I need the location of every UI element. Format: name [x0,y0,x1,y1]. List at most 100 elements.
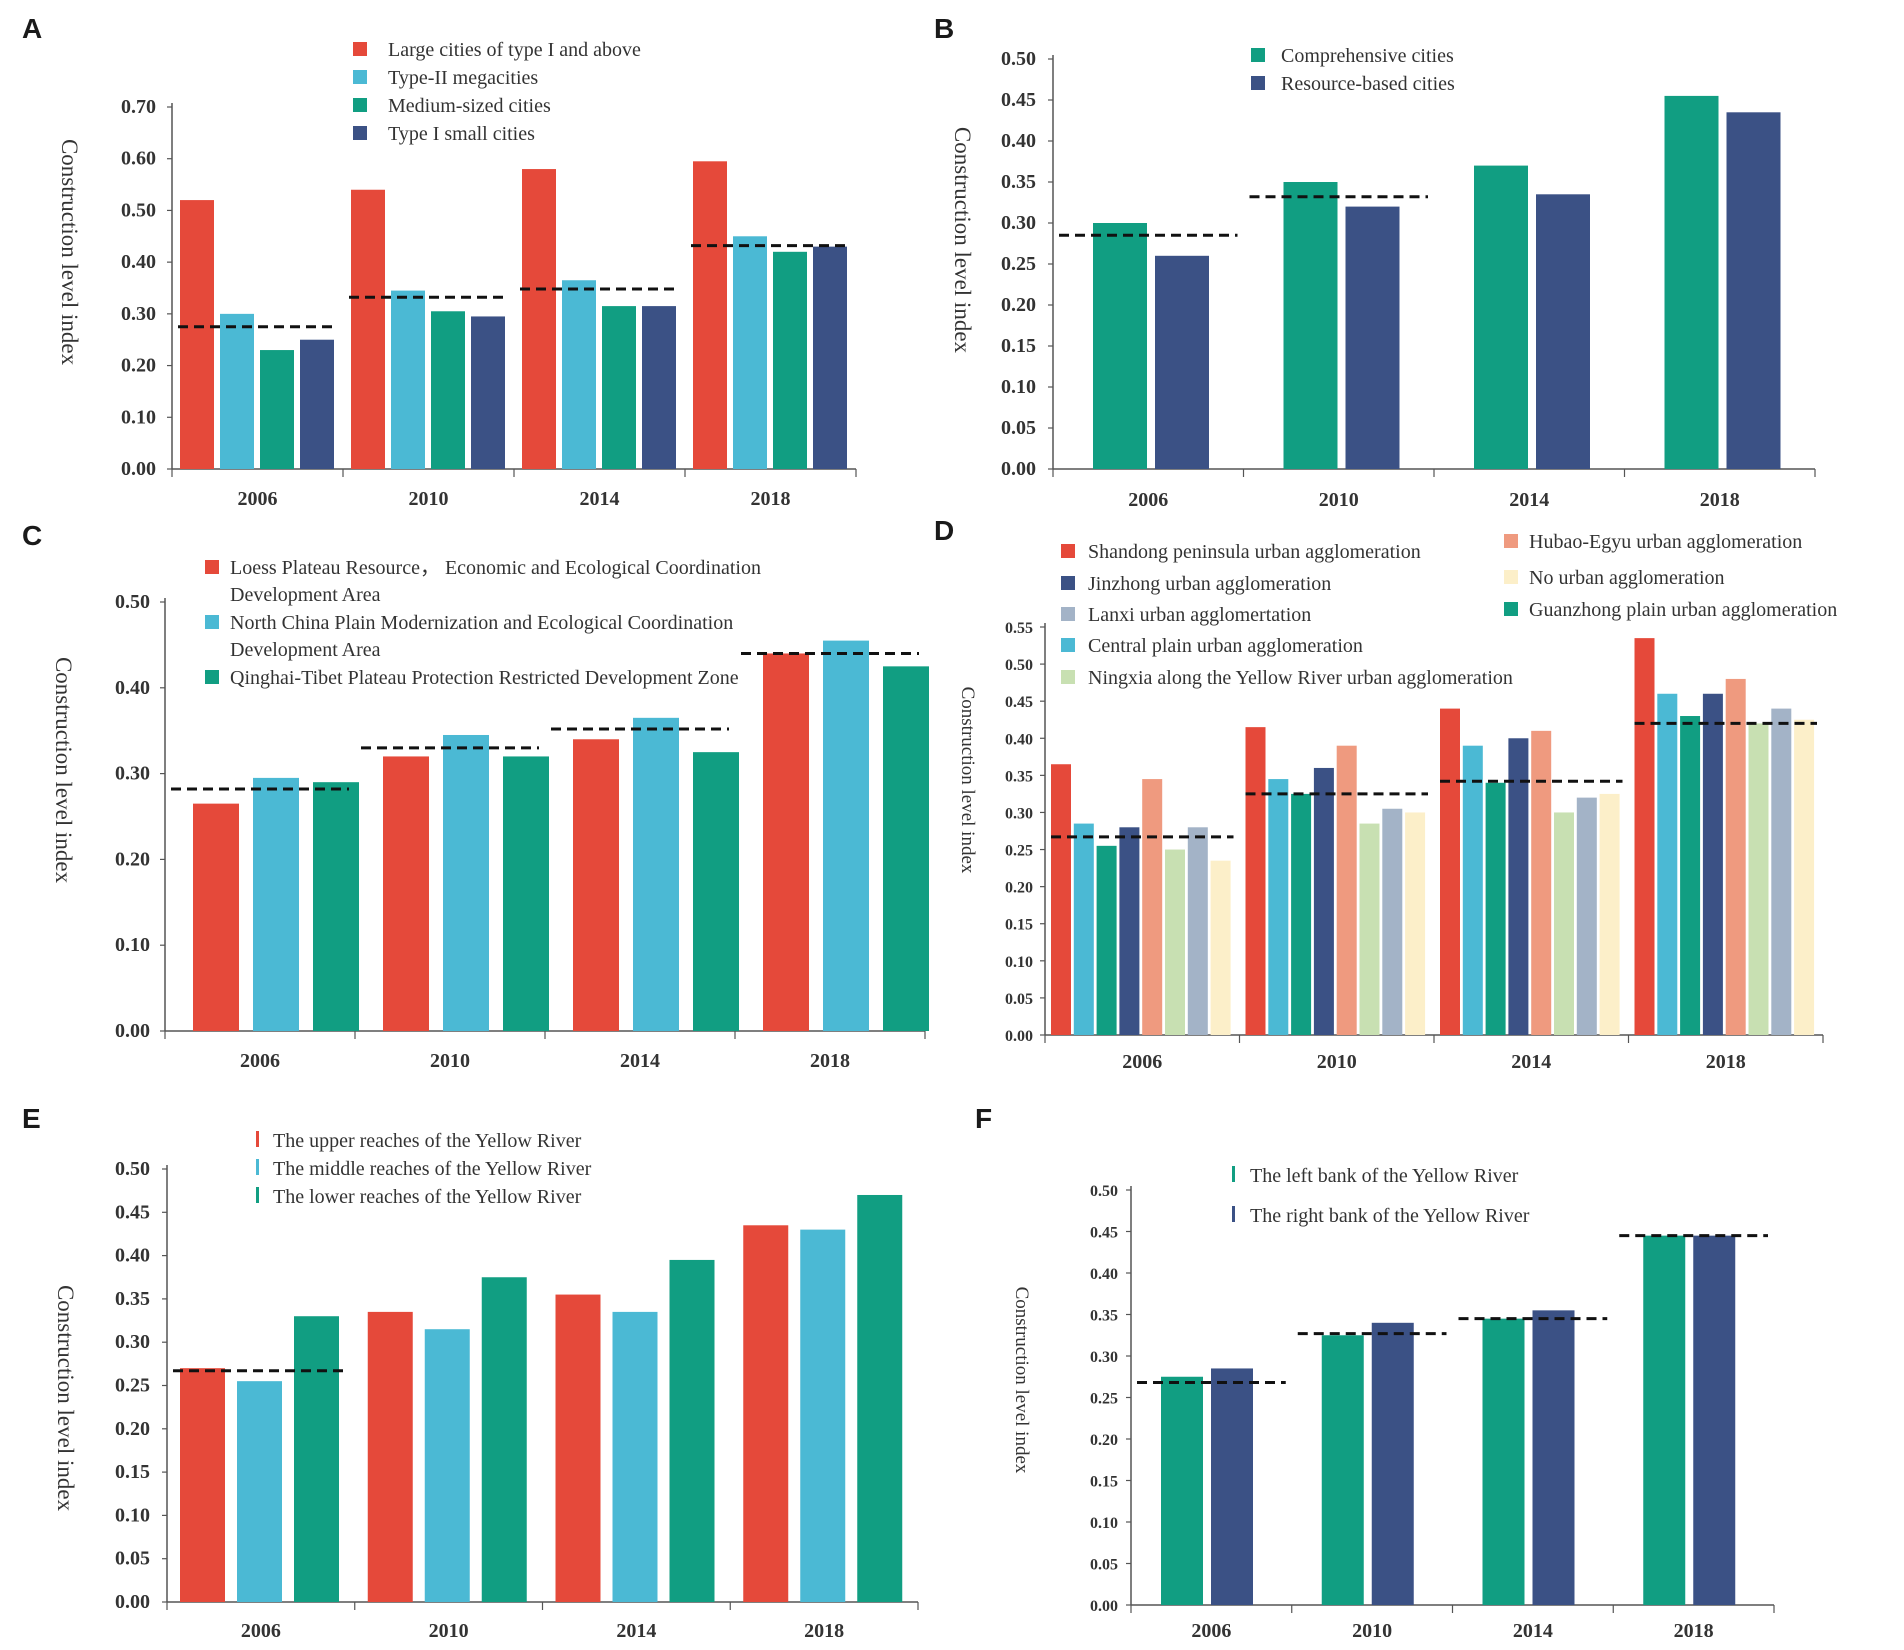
y-tick-label: 0.35 [1090,1308,1118,1325]
legend-swatch [1504,602,1518,616]
legend-swatch [256,1131,259,1147]
legend-swatch [205,615,219,629]
bar-a-2006-2 [220,313,254,469]
bar-d-2010-1 [1245,727,1266,1035]
panel-label: D [934,515,954,546]
y-tick-label: 0.45 [115,1201,150,1223]
y-tick-label: 0.30 [115,1331,150,1353]
bar-d-2010-2 [1268,779,1289,1035]
bar-d-2014-7 [1576,797,1597,1035]
bar-f-2006-2 [1211,1368,1253,1605]
y-tick-label: 0.30 [1090,1349,1118,1366]
x-tick-label: 2006 [1128,489,1168,511]
y-tick-label: 0.35 [1005,768,1033,785]
bar-e-2010-3 [481,1277,527,1602]
bar-a-2014-2 [562,280,596,469]
bar-c-2018-1 [763,653,809,1031]
y-axis-label: Construction level index [51,657,76,884]
x-tick-label: 2010 [1317,1051,1357,1073]
y-tick-label: 0.40 [121,251,156,273]
x-tick-label: 2018 [1706,1051,1746,1073]
y-tick-label: 0.05 [1005,991,1033,1008]
legend-label: Medium-sized cities [388,95,551,117]
legend-label: The upper reaches of the Yellow River [273,1130,582,1152]
bar-b-2014-1 [1474,165,1528,469]
bar-b-2010-1 [1283,182,1338,469]
bar-b-2006-2 [1155,255,1209,469]
y-axis-label: Construction level index [950,127,975,354]
y-tick-label: 0.20 [115,1418,150,1440]
bar-a-2006-4 [300,339,334,469]
bar-e-2006-2 [237,1381,282,1602]
bar-f-2014-2 [1532,1310,1575,1605]
y-tick-label: 0.05 [115,1548,150,1570]
bar-a-2018-3 [773,251,807,469]
bar-d-2014-3 [1485,782,1506,1035]
legend-swatch [1061,576,1075,590]
bar-d-2006-1 [1051,764,1071,1035]
y-tick-label: 0.00 [1001,458,1036,480]
x-tick-label: 2014 [620,1050,660,1072]
legend-label: Ningxia along the Yellow River urban agg… [1088,667,1513,689]
y-tick-label: 0.15 [1001,335,1036,357]
bar-c-2018-3 [883,666,929,1031]
legend-swatch [256,1159,259,1175]
bar-d-2018-6 [1748,723,1769,1035]
panel-b: B 0.00 0.05 0.10 0.15 0.20 0.25 0.30 0.35 0.40 0.4… [934,13,1816,511]
y-axis-label: Construction level index [957,687,978,874]
y-tick-label: 0.10 [1090,1515,1118,1532]
x-tick-label: 2006 [238,488,278,510]
panel-f: F 0.00 0.05 0.10 0.15 0.20 0.25 0.30 0.35 0.40 0.4… [975,1103,1775,1642]
bar-c-2018-2 [823,640,869,1031]
y-tick-label: 0.40 [115,1245,150,1267]
bar-e-2014-2 [612,1311,658,1602]
bar-d-2014-1 [1440,708,1460,1035]
bar-c-2010-2 [443,734,489,1031]
y-axis-label: Construction level index [1011,1287,1032,1474]
bar-a-2014-1 [522,169,556,470]
bar-e-2010-1 [367,1311,413,1602]
y-tick-label: 0.70 [121,96,156,118]
bar-d-2006-4 [1119,827,1140,1035]
y-tick-label: 0.50 [115,591,150,613]
y-tick-label: 0.05 [1090,1557,1118,1574]
legend: Large cities of type I and above Type-II … [353,39,641,145]
bar-f-2006-1 [1161,1376,1203,1605]
legend-swatch [353,126,367,140]
y-tick-label: 0.40 [115,677,150,699]
legend-label: Qinghai-Tibet Plateau Protection Restric… [230,667,739,689]
bar-e-2010-2 [424,1329,470,1602]
panel-label: F [975,1103,992,1134]
bar-d-2010-8 [1405,812,1426,1035]
bar-d-2014-4 [1508,738,1529,1035]
bar-c-2006-1 [193,803,239,1031]
legend-swatch [1504,534,1518,548]
legend-swatch [1504,570,1518,584]
y-tick-label: 0.45 [1090,1225,1118,1242]
y-tick-label: 0.50 [115,1158,150,1180]
bar-e-2018-1 [743,1225,789,1602]
legend-label: Type I small cities [388,123,535,145]
bar-d-2018-8 [1794,719,1815,1035]
bar-e-2018-2 [800,1229,846,1602]
bar-d-2018-2 [1657,693,1678,1035]
bar-a-2010-4 [471,316,505,469]
bar-b-2018-1 [1664,95,1719,470]
legend-swatch [1251,76,1265,90]
panel-label: B [934,13,954,44]
bar-c-2006-3 [313,782,359,1031]
x-tick-label: 2018 [1674,1620,1714,1642]
y-tick-label: 0.20 [1001,294,1036,316]
legend-label: The lower reaches of the Yellow River [273,1186,582,1208]
y-tick-label: 0.40 [1005,731,1033,748]
bar-d-2014-5 [1531,730,1552,1035]
bar-d-2006-6 [1165,849,1185,1035]
x-tick-label: 2006 [240,1050,280,1072]
bar-e-2014-3 [669,1259,715,1602]
bar-c-2010-3 [503,756,549,1031]
bar-a-2006-1 [180,200,214,470]
bar-a-2014-3 [602,306,636,469]
y-tick-label: 0.40 [1090,1266,1118,1283]
panel-e: E 0.00 0.05 0.10 0.15 0.20 0.25 0.30 0.35 0.40 0.4… [22,1103,919,1642]
y-tick-label: 0.00 [1005,1028,1033,1045]
